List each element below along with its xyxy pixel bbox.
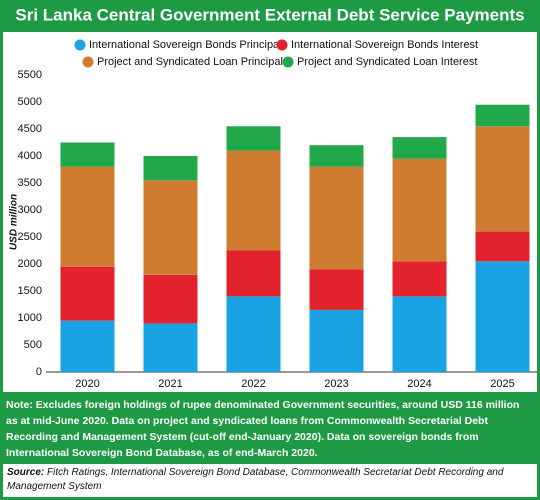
- x-tick-label: 2022: [241, 378, 265, 390]
- bar-segment: [475, 231, 530, 262]
- y-tick-label: 5000: [18, 96, 42, 108]
- bar-segment: [143, 180, 198, 275]
- note: Note: Excludes foreign holdings of rupee…: [6, 399, 520, 459]
- y-tick-label: 3000: [18, 204, 42, 216]
- bar-segment: [392, 261, 447, 297]
- bar-segment: [392, 296, 447, 372]
- bar-segment: [309, 309, 364, 372]
- y-tick-label: 2500: [18, 231, 42, 243]
- legend-swatch: [282, 56, 294, 68]
- x-tick-label: 2023: [324, 378, 348, 390]
- legend-swatch: [82, 56, 94, 68]
- legend-label: International Sovereign Bonds Interest: [291, 39, 478, 51]
- bar-segment: [143, 274, 198, 324]
- bar-segment: [309, 166, 364, 270]
- bar-segment: [309, 145, 364, 167]
- bar-segment: [392, 137, 447, 159]
- y-axis-label: USD million: [9, 194, 20, 250]
- y-tick-label: 3500: [18, 177, 42, 189]
- source: Source: Fitch Ratings, International Sov…: [7, 466, 533, 494]
- bar-segment: [60, 166, 115, 267]
- x-tick-label: 2021: [158, 378, 182, 390]
- bar-segment: [475, 104, 530, 127]
- bar-segment: [226, 296, 281, 372]
- legend-label: Project and Syndicated Loan Principal: [97, 56, 283, 68]
- source-text: Fitch Ratings, International Sovereign B…: [7, 467, 504, 492]
- chart-title: Sri Lanka Central Government External De…: [15, 5, 524, 24]
- bar-segment: [475, 261, 530, 372]
- y-tick-label: 4000: [18, 150, 42, 162]
- y-tick-label: 1000: [18, 312, 42, 324]
- y-tick-label: 4500: [18, 123, 42, 135]
- y-tick-label: 1500: [18, 285, 42, 297]
- bar-segment: [60, 142, 115, 167]
- y-tick-label: 5500: [18, 69, 42, 81]
- y-tick-label: 2000: [18, 258, 42, 270]
- y-tick-label: 500: [24, 339, 42, 351]
- legend-label: International Sovereign Bonds Principal: [89, 39, 282, 51]
- source-box: Source: Fitch Ratings, International Sov…: [3, 464, 537, 497]
- bar-segment: [60, 320, 115, 372]
- source-label: Source:: [7, 467, 45, 478]
- legend-swatch: [276, 39, 288, 51]
- bar-segment: [392, 158, 447, 262]
- bar-segment: [475, 126, 530, 232]
- x-tick-label: 2025: [490, 378, 514, 390]
- y-tick-label: 0: [36, 366, 42, 378]
- bar-segment: [143, 156, 198, 181]
- bar-segment: [226, 250, 281, 297]
- x-tick-label: 2024: [407, 378, 431, 390]
- x-tick-label: 2020: [75, 378, 99, 390]
- bar-segment: [60, 266, 115, 321]
- bar-segment: [226, 150, 281, 251]
- legend-label: Project and Syndicated Loan Interest: [297, 56, 477, 68]
- legend-swatch: [74, 39, 86, 51]
- bar-segment: [309, 269, 364, 310]
- bar-segment: [226, 126, 281, 151]
- bar-segment: [143, 323, 198, 372]
